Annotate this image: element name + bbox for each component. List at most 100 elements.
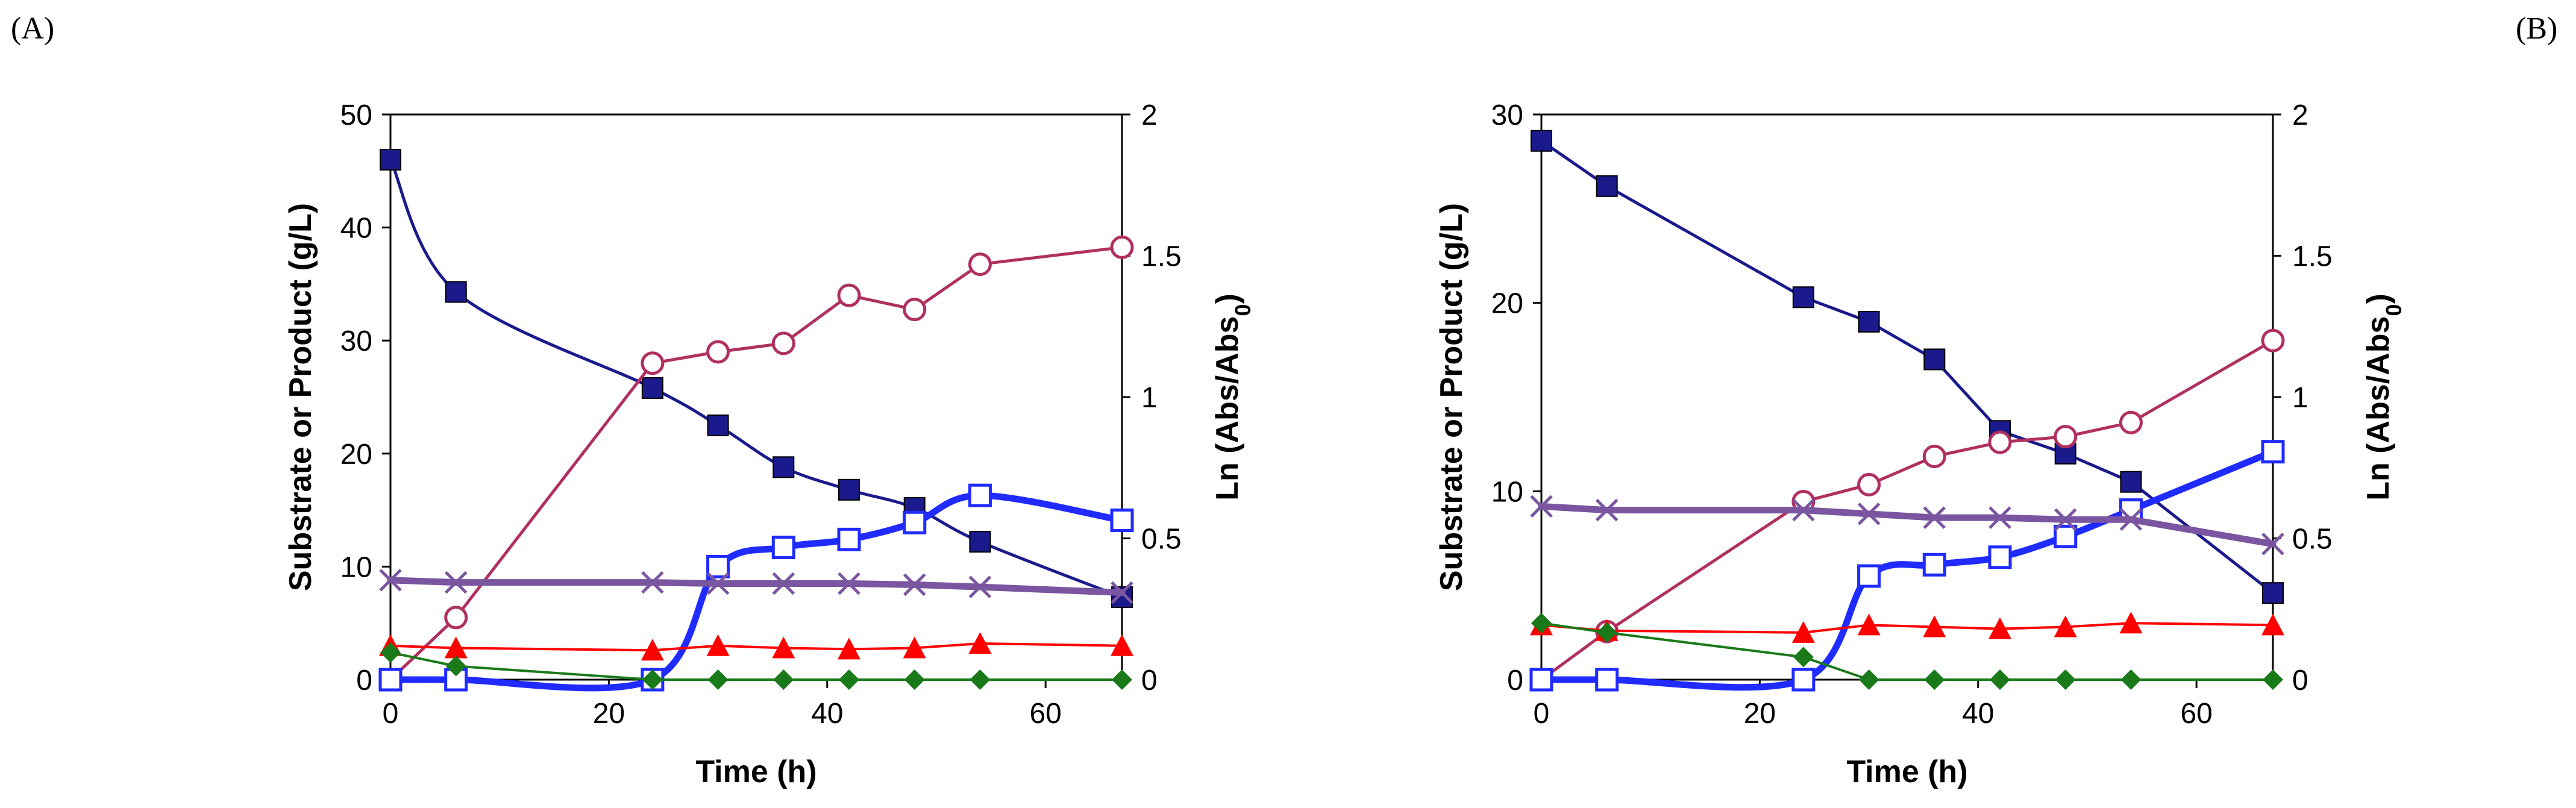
data-point: [771, 536, 795, 560]
y-left-tick-label: 50: [340, 99, 372, 131]
y-right-tick-label: 1: [2292, 382, 2308, 414]
y-right-tick-label: 0: [2292, 665, 2308, 697]
y-left-tick-label: 0: [1507, 665, 1523, 697]
series-filled-square: [380, 149, 1133, 609]
y-right-tick-label: 1.5: [1141, 241, 1182, 273]
data-point: [903, 573, 926, 597]
x-axis-title: Time (h): [695, 754, 816, 789]
y-left-tick-label: 30: [340, 325, 372, 357]
data-point: [1595, 498, 1619, 522]
plot-frame: [1540, 113, 2274, 681]
data-point: [969, 531, 991, 553]
series-line: [1538, 503, 2277, 548]
data-point: [771, 331, 795, 355]
data-point: [2055, 669, 2076, 690]
data-point: [2261, 533, 2284, 556]
cross-stroke: [1988, 506, 2011, 529]
cross-stroke: [968, 575, 992, 598]
data-point: [1110, 508, 1134, 532]
data-point: [445, 656, 466, 677]
data-point: [1857, 613, 1881, 636]
series-open-square: [1529, 440, 2285, 692]
data-point: [641, 377, 663, 399]
panel-label-a: (A): [11, 11, 55, 46]
data-point: [1791, 621, 1815, 643]
data-point: [378, 668, 403, 692]
cross-stroke: [838, 572, 860, 595]
data-point: [772, 572, 795, 595]
data-point: [641, 571, 664, 594]
series-line: [389, 642, 1123, 652]
series-line: [1540, 622, 2274, 634]
data-point: [2054, 524, 2078, 548]
y-right-title-sub: 0: [1230, 304, 1255, 316]
data-point: [706, 572, 730, 595]
data-point: [970, 669, 991, 690]
cross-stroke: [641, 571, 664, 594]
y-left-tick-label: 30: [1491, 99, 1523, 131]
data-point: [2261, 328, 2285, 352]
x-tick-label: 20: [1744, 698, 1776, 730]
x-tick-label: 60: [1029, 698, 1061, 730]
y-left-tick-label: 20: [1491, 288, 1523, 320]
data-point: [706, 340, 730, 364]
data-point: [2054, 425, 2078, 449]
data-point: [2263, 669, 2283, 690]
cross-stroke: [2054, 508, 2077, 531]
data-point: [1530, 495, 1553, 518]
data-point: [1923, 615, 1946, 637]
data-point: [903, 298, 927, 322]
series-filled-diamond: [1531, 613, 2283, 690]
data-point: [2120, 669, 2142, 690]
cross-stroke: [1857, 503, 1881, 525]
data-point: [1110, 235, 1134, 259]
data-point: [1792, 498, 1815, 522]
series-cross: [379, 569, 1133, 604]
data-point: [904, 669, 925, 690]
data-point: [2119, 508, 2143, 531]
cross-stroke: [1111, 581, 1133, 604]
cross-stroke: [772, 572, 795, 595]
series-filled-triangle: [379, 631, 1133, 661]
data-point: [838, 637, 861, 660]
data-point: [1858, 669, 1879, 690]
data-point: [772, 456, 795, 478]
data-point: [2119, 410, 2143, 434]
data-point: [2054, 508, 2077, 531]
cross-stroke: [706, 572, 730, 595]
y-left-tick-label: 10: [1491, 476, 1523, 508]
cross-stroke: [2119, 508, 2143, 531]
y-right-axis-title: Ln (Abs/Abs0): [1210, 293, 1255, 501]
data-point: [2120, 471, 2142, 493]
data-point: [1857, 564, 1881, 588]
data-point: [1792, 286, 1814, 308]
data-point: [1793, 647, 1814, 668]
y-right-title-sub: 0: [2381, 304, 2406, 316]
series-filled-diamond: [380, 642, 1132, 690]
y-right-tick-label: 0: [1141, 665, 1158, 697]
y-left-axis-title: Substrate or Product (g/L): [1434, 203, 1469, 591]
data-point: [379, 569, 402, 592]
data-point: [837, 527, 861, 551]
x-tick-label: 40: [811, 698, 843, 730]
data-point: [1112, 669, 1132, 690]
data-point: [2261, 440, 2285, 464]
y-right-tick-label: 0.5: [1141, 524, 1182, 556]
cross-stroke: [2261, 533, 2284, 556]
y-right-tick-label: 1.5: [2292, 241, 2333, 273]
data-point: [1595, 668, 1619, 692]
data-point: [1111, 581, 1133, 604]
series-line: [389, 158, 1124, 599]
y-right-title-end: ): [1210, 293, 1245, 304]
data-point: [838, 478, 860, 501]
data-point: [642, 669, 663, 690]
cross-stroke: [1530, 495, 1553, 518]
data-point: [1596, 175, 1618, 197]
data-point: [2054, 615, 2077, 637]
data-point: [380, 642, 401, 663]
y-left-tick-label: 0: [356, 665, 372, 697]
data-point: [444, 571, 468, 594]
data-point: [903, 636, 926, 659]
chart-b: 0 20 40 60 0 10 20 30 0 0.5 1 1.5 2 Time (h) Substrate…: [1434, 99, 2406, 789]
y-right-tick-label: 0.5: [2292, 524, 2333, 556]
